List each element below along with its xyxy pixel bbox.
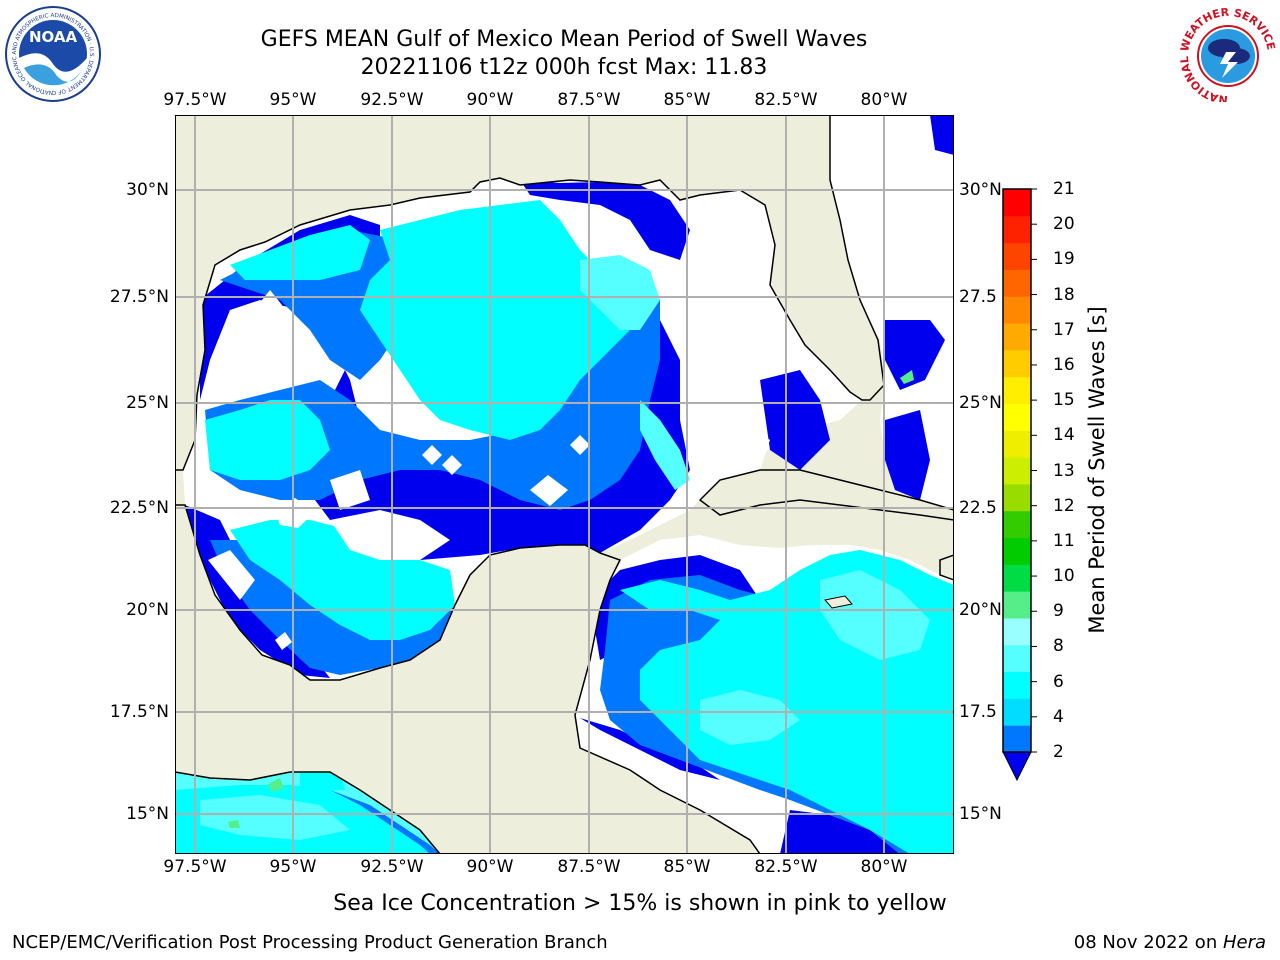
lon-tick-top: 85°W [663,90,711,110]
lat-tick-right: 27.5 [959,287,997,307]
lat-tick-left: 27.5°N [109,287,169,307]
colorbar-segment [1003,269,1031,297]
colorbar-tick-label: 9 [1053,601,1064,622]
lon-tick-top: 95°W [269,90,317,110]
lon-tick-bottom: 97.5°W [163,857,227,877]
colorbar-tick-label: 13 [1053,460,1075,481]
colorbar-tick-label: 2 [1053,742,1064,762]
colorbar-segments [1003,189,1031,753]
colorbar [1002,188,1037,782]
colorbar-segment [1003,189,1031,217]
footer-branch: NCEP/EMC/Verification Post Processing Pr… [12,932,608,953]
colorbar-segment [1003,591,1031,619]
page-title: GEFS MEAN Gulf of Mexico Mean Period of … [260,27,868,52]
lon-tick-bottom: 90°W [466,857,514,877]
lon-tick-bottom: 95°W [269,857,317,877]
page-subtitle: 20221106 t12z 000h fcst Max: 11.83 [360,55,768,80]
lon-tick-bottom: 92.5°W [360,857,424,877]
lat-tick-left: 17.5°N [109,702,169,722]
map-gridlines [175,115,954,854]
colorbar-tick-label: 21 [1053,179,1075,199]
colorbar-segment [1003,564,1031,592]
lat-tick-right: 30°N [959,180,1002,200]
lat-tick-right: 15°N [959,804,1002,824]
lon-tick-top: 97.5°W [163,90,227,110]
colorbar-tick-label: 11 [1053,530,1075,551]
colorbar-segment [1003,698,1031,726]
colorbar-tick-label: 19 [1053,249,1075,270]
colorbar-segment [1003,671,1031,699]
footer-date-text: 08 Nov 2022 on [1073,932,1223,953]
colorbar-tick-label: 6 [1053,671,1064,692]
lat-tick-right: 25°N [959,393,1002,413]
colorbar-segment [1003,430,1031,458]
colorbar-segment [1003,349,1031,378]
swell-contours-8-9 [200,255,930,840]
colorbar-segment [1003,215,1031,244]
colorbar-tick-label: 10 [1053,566,1075,587]
noaa-logo-text: NOAA [29,28,78,46]
colorbar-label: Mean Period of Swell Waves [s] [1085,306,1109,634]
footer-date: 08 Nov 2022 on Hera [1074,932,1266,953]
colorbar-segment [1003,457,1031,485]
colorbar-segment [1003,403,1031,431]
colorbar-segment [1003,644,1031,673]
colorbar-tick-label: 20 [1053,214,1075,235]
colorbar-segment [1003,323,1031,351]
colorbar-segment [1003,537,1031,565]
map-panel [175,115,954,854]
sea-ice-note: Sea Ice Concentration > 15% is shown in … [333,891,947,916]
lat-tick-left: 30°N [126,180,169,200]
no-data-gaps [208,220,780,650]
colorbar-segment [1003,617,1031,646]
lat-tick-right: 20°N [959,600,1002,620]
lat-tick-left: 15°N [126,804,169,824]
lon-tick-top: 90°W [466,90,514,110]
lon-tick-top: 92.5°W [360,90,424,110]
colorbar-tick-label: 14 [1053,425,1075,446]
colorbar-min-extend-arrow [1002,751,1032,782]
colorbar-tick-label: 18 [1053,284,1075,305]
nws-logo: NATIONAL WEATHER SERVICE [1178,6,1278,102]
colorbar-tick-label: 16 [1053,354,1075,375]
colorbar-tick-label: 17 [1053,319,1075,340]
noaa-logo: NOAA NATIONAL OCEANIC AND ATMOSPHERIC AD… [2,6,101,102]
colorbar-tick-label: 4 [1053,706,1064,727]
jamaica-island [824,595,853,609]
lon-tick-top: 87.5°W [557,90,621,110]
atlantic-ocean [830,115,954,510]
colorbar-tick-label: 12 [1053,495,1075,516]
colorbar-segment [1003,242,1031,270]
colorbar-tick-label: 8 [1053,636,1064,657]
colorbar-segment [1003,483,1031,512]
swell-contours-9-10 [228,370,914,828]
footer-machine: Hera [1222,932,1266,953]
colorbar-tick-label: 15 [1053,390,1075,411]
lon-tick-bottom: 85°W [663,857,711,877]
colorbar-segment [1003,510,1031,539]
lat-tick-left: 20°N [126,600,169,620]
lon-tick-bottom: 87.5°W [557,857,621,877]
lon-tick-bottom: 82.5°W [754,857,818,877]
lon-tick-top: 80°W [860,90,908,110]
lat-tick-left: 25°N [126,393,169,413]
lat-tick-left: 22.5°N [109,498,169,518]
colorbar-segment [1003,725,1031,753]
lat-tick-right: 17.5 [959,702,997,722]
colorbar-segment [1003,296,1031,324]
lon-tick-bottom: 80°W [860,857,908,877]
colorbar-segment [1003,376,1031,404]
lat-tick-right: 22.5 [959,498,997,518]
lon-tick-top: 82.5°W [754,90,818,110]
